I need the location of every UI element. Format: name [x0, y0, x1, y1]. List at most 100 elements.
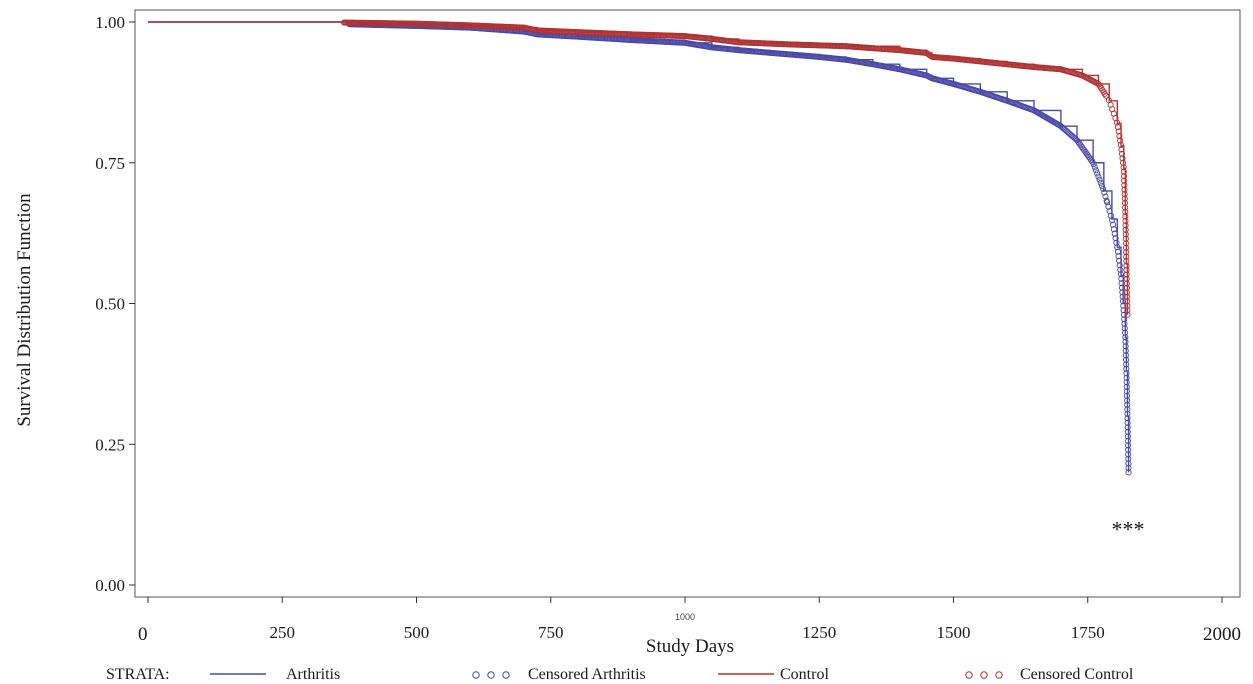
- legend-swatch-marker: [502, 671, 510, 679]
- censor-marker: [1100, 185, 1107, 192]
- censor-marker: [1123, 379, 1130, 386]
- censor-marker: [1112, 235, 1119, 242]
- legend-swatch-marker: [980, 671, 988, 679]
- censor-marker: [1123, 280, 1130, 287]
- censor-marker: [1109, 217, 1116, 224]
- censor-marker: [1122, 334, 1129, 341]
- censor-marker: [1123, 284, 1130, 291]
- censor-marker: [1101, 189, 1108, 196]
- censor-marker: [1123, 392, 1131, 399]
- censor-marker: [1124, 298, 1131, 305]
- significance-annotation: ***: [1112, 517, 1145, 542]
- censor-marker: [1125, 451, 1132, 458]
- censored-markers-control: [340, 19, 1131, 318]
- censor-marker: [1091, 164, 1098, 171]
- censor-marker: [1123, 383, 1130, 390]
- censor-marker: [1123, 275, 1130, 283]
- censor-marker: [1095, 173, 1102, 180]
- censor-marker: [1122, 231, 1129, 238]
- censor-marker: [1121, 177, 1128, 184]
- censor-marker: [1114, 248, 1121, 255]
- censor-marker: [1117, 266, 1124, 273]
- censor-marker: [1124, 428, 1131, 435]
- censor-marker: [1121, 186, 1128, 193]
- series-line-control: [148, 21, 1129, 315]
- censor-marker: [1102, 92, 1110, 99]
- censor-marker: [1092, 167, 1100, 174]
- censor-marker: [1110, 226, 1117, 233]
- censor-marker: [1121, 325, 1128, 332]
- censor-marker: [1124, 293, 1131, 300]
- x-tick-label: 2000: [1203, 624, 1241, 645]
- censor-marker: [1120, 173, 1128, 180]
- censor-marker: [1124, 307, 1131, 314]
- censor-marker: [1116, 262, 1123, 269]
- legend-item-control: Control: [718, 666, 829, 683]
- censor-marker: [1123, 388, 1130, 395]
- censor-marker: [1111, 230, 1118, 237]
- censor-marker: [1090, 161, 1097, 168]
- legend-swatch-marker: [487, 671, 495, 679]
- censor-marker: [1124, 311, 1131, 318]
- censor-marker: [1125, 446, 1132, 453]
- censor-marker: [1115, 128, 1122, 135]
- censor-marker: [1114, 244, 1121, 251]
- censor-marker: [1121, 199, 1129, 207]
- y-tick-label: 1.00: [95, 13, 125, 32]
- x-tick-label: 1750: [1071, 623, 1105, 642]
- censor-marker: [1117, 271, 1124, 278]
- censor-marker: [1120, 164, 1127, 171]
- censor-marker: [1125, 460, 1132, 467]
- legend-item-arthritis: Arthritis: [210, 666, 340, 683]
- censor-marker: [1124, 410, 1131, 417]
- censor-marker: [1124, 397, 1131, 404]
- censor-marker: [1124, 401, 1131, 408]
- censor-marker: [1094, 170, 1101, 177]
- x-tick-label: 500: [404, 623, 430, 642]
- censor-marker: [1121, 320, 1128, 327]
- censor-marker: [1122, 240, 1130, 247]
- censor-marker: [1124, 415, 1131, 422]
- censor-marker: [1123, 258, 1130, 265]
- censor-marker: [1109, 221, 1117, 228]
- censor-marker: [1123, 244, 1130, 251]
- y-axis-title: Survival Distribution Function: [14, 193, 35, 427]
- censor-marker: [1125, 455, 1132, 462]
- censor-marker: [1119, 293, 1126, 300]
- censor-marker: [1123, 356, 1130, 363]
- censored-markers-arthritis: [346, 21, 1132, 476]
- censor-marker: [1113, 239, 1120, 246]
- censor-marker: [1119, 155, 1126, 162]
- censor-marker: [1107, 212, 1114, 219]
- legend: STRATA: Arthritis Censored Arthritis Contr…: [106, 666, 1134, 683]
- x-tick-label: 1000: [675, 612, 695, 622]
- legend-swatch-marker: [995, 671, 1003, 679]
- legend-swatch-marker: [472, 671, 480, 679]
- censor-marker: [1121, 195, 1128, 202]
- censor-marker: [1117, 137, 1124, 144]
- censor-marker: [1122, 217, 1129, 224]
- censor-marker: [1121, 316, 1128, 323]
- censor-marker: [1120, 311, 1127, 318]
- censor-marker: [1123, 361, 1130, 368]
- censor-marker: [1115, 253, 1122, 260]
- censor-marker: [1117, 141, 1124, 148]
- censor-marker: [1120, 302, 1127, 309]
- legend-swatch-marker: [965, 671, 973, 679]
- x-axis-title: Study Days: [646, 636, 734, 657]
- censor-marker: [1113, 119, 1121, 126]
- censor-marker: [1122, 226, 1129, 233]
- y-tick-label: 0.50: [95, 295, 125, 314]
- censor-marker: [1122, 352, 1129, 359]
- censor-marker: [1125, 464, 1132, 471]
- censor-marker: [1122, 329, 1129, 336]
- x-tick-label: 750: [538, 623, 564, 642]
- censor-marker: [1114, 123, 1121, 131]
- censor-marker: [1122, 338, 1129, 345]
- censor-marker: [1119, 298, 1127, 305]
- censor-marker: [1124, 406, 1131, 413]
- censor-marker: [1123, 267, 1130, 274]
- x-tick-label: 1500: [937, 623, 971, 642]
- censor-marker: [1120, 307, 1127, 314]
